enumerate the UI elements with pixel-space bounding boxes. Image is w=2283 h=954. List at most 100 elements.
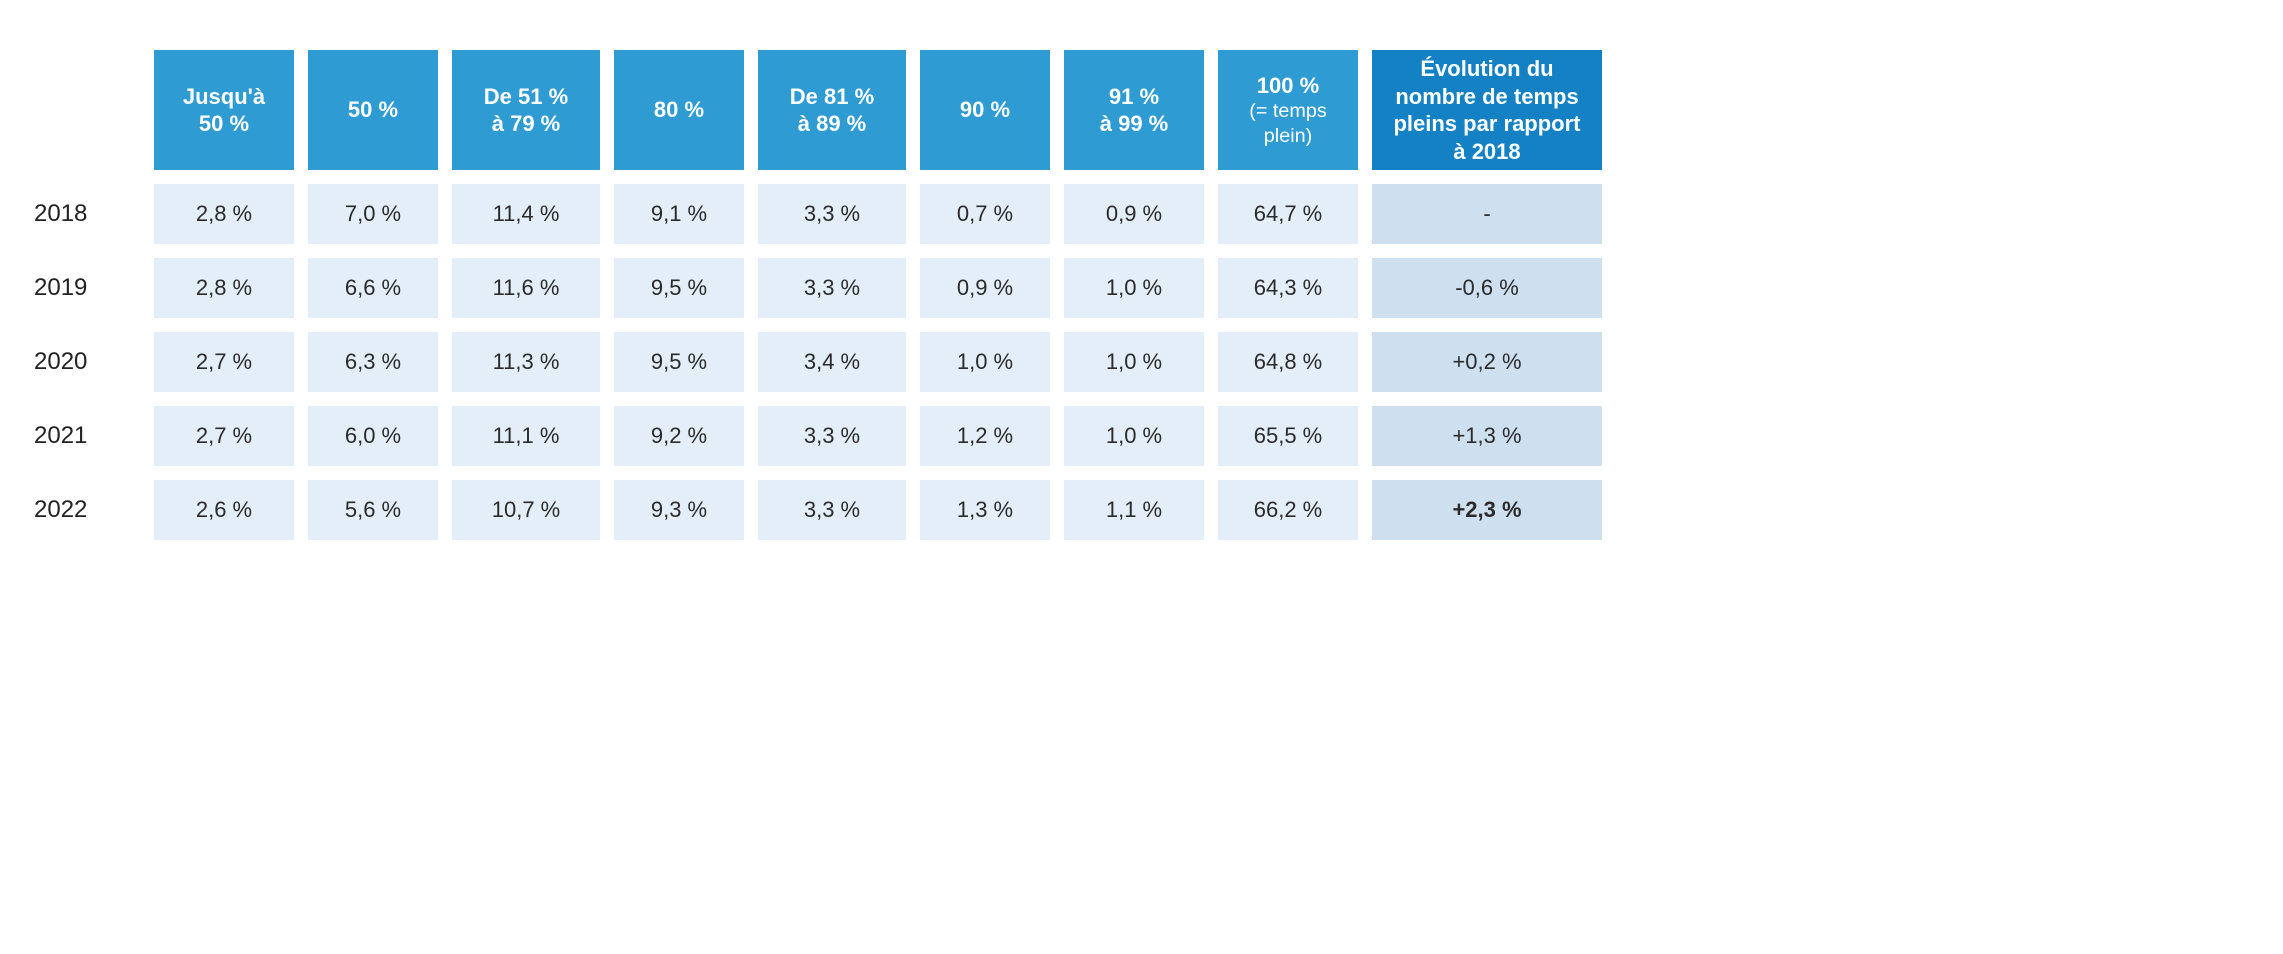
table-corner (30, 50, 140, 170)
table-cell-value: 0,9 % (957, 275, 1013, 301)
table-cell: 65,5 % (1218, 406, 1358, 466)
col-header-1: 50 % (308, 50, 438, 170)
col-header-6: 91 %à 99 % (1064, 50, 1204, 170)
col-header-sub: (= temps plein) (1226, 99, 1350, 148)
table-cell-value: 64,3 % (1254, 275, 1323, 301)
table-cell: 2,7 % (154, 332, 294, 392)
table-cell-value: +0,2 % (1452, 349, 1521, 375)
table-cell: - (1372, 184, 1602, 244)
col-header-line: à 79 % (492, 110, 561, 138)
table-cell-value: 9,5 % (651, 349, 707, 375)
table-cell: 9,5 % (614, 332, 744, 392)
table-cell: 5,6 % (308, 480, 438, 540)
table-cell-value: 10,7 % (492, 497, 561, 523)
table-cell: 6,0 % (308, 406, 438, 466)
col-header-0: Jusqu'à50 % (154, 50, 294, 170)
table-cell-value: 2,7 % (196, 349, 252, 375)
work-rate-table: Jusqu'à50 %50 %De 51 %à 79 %80 %De 81 %à… (30, 50, 2253, 540)
table-cell-value: 2,7 % (196, 423, 252, 449)
table-cell: 3,3 % (758, 406, 906, 466)
table-cell-value: 1,0 % (1106, 275, 1162, 301)
table-cell: -0,6 % (1372, 258, 1602, 318)
table-cell: +0,2 % (1372, 332, 1602, 392)
table-cell: 2,7 % (154, 406, 294, 466)
table-cell-value: 1,1 % (1106, 497, 1162, 523)
table-cell-value: +1,3 % (1452, 423, 1521, 449)
table-cell: 1,1 % (1064, 480, 1204, 540)
col-header-line: 100 % (1257, 72, 1319, 100)
table-cell: +1,3 % (1372, 406, 1602, 466)
col-header-line: à 99 % (1100, 110, 1169, 138)
table-cell-value: 66,2 % (1254, 497, 1323, 523)
table-cell-value: 0,7 % (957, 201, 1013, 227)
table-cell: 3,3 % (758, 184, 906, 244)
table-cell-value: +2,3 % (1452, 497, 1521, 523)
table-cell: 64,7 % (1218, 184, 1358, 244)
table-cell: 2,6 % (154, 480, 294, 540)
row-header-label: 2021 (34, 422, 87, 450)
table-cell-value: 65,5 % (1254, 423, 1323, 449)
table-cell: 1,3 % (920, 480, 1050, 540)
row-header-2018: 2018 (30, 184, 140, 244)
table-cell: 0,9 % (920, 258, 1050, 318)
col-header-line: Jusqu'à (183, 83, 265, 111)
table-cell-value: 9,2 % (651, 423, 707, 449)
table-cell: 10,7 % (452, 480, 600, 540)
row-header-label: 2018 (34, 200, 87, 228)
table-cell-value: 2,8 % (196, 275, 252, 301)
col-header-line: à 89 % (798, 110, 867, 138)
table-cell-value: 3,3 % (804, 497, 860, 523)
table-cell-value: 5,6 % (345, 497, 401, 523)
table-cell: 3,3 % (758, 480, 906, 540)
table-cell-value: 9,5 % (651, 275, 707, 301)
table-cell-value: 2,8 % (196, 201, 252, 227)
table-cell-value: 3,3 % (804, 201, 860, 227)
table-cell-value: 11,1 % (493, 423, 560, 449)
table-cell-value: - (1483, 201, 1490, 227)
table-cell-value: 3,3 % (804, 275, 860, 301)
table-cell: 2,8 % (154, 258, 294, 318)
col-header-line: 50 % (348, 96, 398, 124)
table-cell: 7,0 % (308, 184, 438, 244)
table-cell-value: 0,9 % (1106, 201, 1162, 227)
col-header-3: 80 % (614, 50, 744, 170)
row-header-label: 2022 (34, 496, 87, 524)
col-header-line: 91 % (1109, 83, 1159, 111)
table-cell: 0,9 % (1064, 184, 1204, 244)
table-cell-value: 1,0 % (957, 349, 1013, 375)
col-header-line: pleins par rapport (1393, 110, 1580, 138)
table-cell: 11,3 % (452, 332, 600, 392)
table-cell: 11,4 % (452, 184, 600, 244)
row-header-2022: 2022 (30, 480, 140, 540)
table-cell-value: 3,3 % (804, 423, 860, 449)
table-cell: 6,3 % (308, 332, 438, 392)
table-cell-value: -0,6 % (1455, 275, 1519, 301)
col-header-line: à 2018 (1453, 138, 1520, 166)
table-cell-value: 6,6 % (345, 275, 401, 301)
table-cell: 2,8 % (154, 184, 294, 244)
col-header-line: 50 % (199, 110, 249, 138)
col-header-line: 80 % (654, 96, 704, 124)
col-header-line: 90 % (960, 96, 1010, 124)
col-header-line: De 51 % (484, 83, 568, 111)
table-cell-value: 11,6 % (493, 275, 560, 301)
col-header-8: Évolution dunombre de tempspleins par ra… (1372, 50, 1602, 170)
table-cell-value: 7,0 % (345, 201, 401, 227)
table-cell-value: 11,3 % (493, 349, 560, 375)
row-header-2019: 2019 (30, 258, 140, 318)
table-cell: 9,3 % (614, 480, 744, 540)
col-header-4: De 81 %à 89 % (758, 50, 906, 170)
table-cell: 11,6 % (452, 258, 600, 318)
row-header-label: 2020 (34, 348, 87, 376)
table-cell: 11,1 % (452, 406, 600, 466)
table-cell: 3,3 % (758, 258, 906, 318)
table-cell: +2,3 % (1372, 480, 1602, 540)
table-cell: 1,0 % (1064, 258, 1204, 318)
col-header-line: Évolution du (1420, 55, 1553, 83)
table-cell-value: 6,0 % (345, 423, 401, 449)
row-header-label: 2019 (34, 274, 87, 302)
table-cell: 1,0 % (1064, 332, 1204, 392)
table-cell-value: 3,4 % (804, 349, 860, 375)
table-cell-value: 1,0 % (1106, 423, 1162, 449)
table-cell-value: 2,6 % (196, 497, 252, 523)
